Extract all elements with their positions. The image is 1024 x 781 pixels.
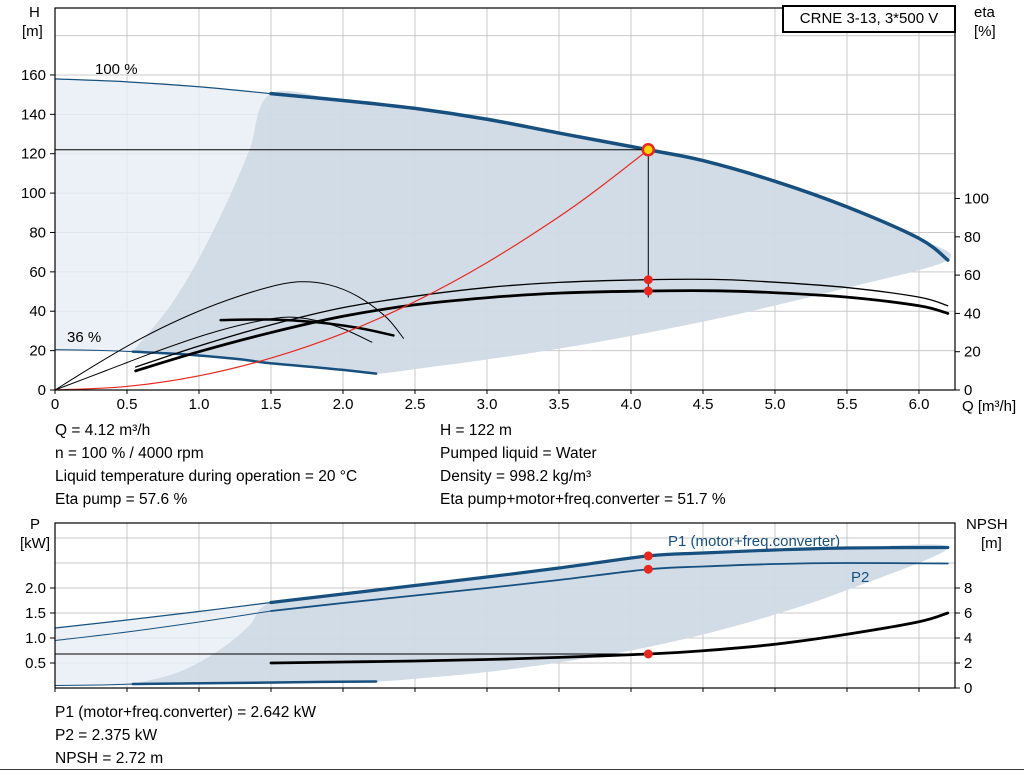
left-tick-label: 80 xyxy=(29,224,46,241)
x-tick-label: 1.5 xyxy=(261,396,282,413)
x-tick-label: 0 xyxy=(51,396,59,413)
p2-dot xyxy=(643,564,653,574)
left-tick-label: 0.5 xyxy=(25,655,46,672)
x-tick-label: 2.5 xyxy=(405,396,426,413)
left-tick-label: 140 xyxy=(21,106,46,123)
right-tick-label: 2 xyxy=(964,655,972,672)
label-p2-curve: P2 xyxy=(851,569,870,586)
axis-title-head-unit: [m] xyxy=(22,23,43,40)
left-tick-label: 0 xyxy=(38,382,46,399)
left-tick-label: 160 xyxy=(21,67,46,84)
p1-motor-freq xyxy=(269,545,950,605)
info-density: Density = 998.2 kg/m³ xyxy=(440,468,592,485)
info-p1: P1 (motor+freq.converter) = 2.642 kW xyxy=(55,704,317,721)
right-tick-label: 0 xyxy=(964,382,972,399)
x-tick-label: 4.0 xyxy=(621,396,642,413)
plot-border xyxy=(54,522,956,689)
x-tick-label: 0.5 xyxy=(117,396,138,413)
axis-title-eta-unit: [%] xyxy=(974,23,996,40)
right-tick-label: 0 xyxy=(964,680,972,697)
x-tick-label: 3.5 xyxy=(549,396,570,413)
info-liquid: Pumped liquid = Water xyxy=(440,445,597,462)
info-eta-pump: Eta pump = 57.6 % xyxy=(55,491,188,508)
eta-reduced-speed-arc-inner xyxy=(54,316,373,391)
p1-dot xyxy=(643,551,653,561)
pump-model-label: CRNE 3-13, 3*500 V xyxy=(799,10,939,27)
right-tick-label: 6 xyxy=(964,605,972,622)
p1-thin xyxy=(54,601,272,629)
eta-along-control-curve xyxy=(219,318,395,337)
footer-divider xyxy=(0,769,1024,770)
right-tick-label: 80 xyxy=(964,229,981,246)
left-tick-label: 2.0 xyxy=(25,580,46,597)
right-tick-label: 4 xyxy=(964,630,972,647)
eta-pump-motor-freq xyxy=(134,289,950,373)
right-tick-label: 8 xyxy=(964,580,972,597)
right-tick-label: 100 xyxy=(964,191,989,208)
x-tick-label: 5.0 xyxy=(765,396,786,413)
label-speed-100: 100 % xyxy=(95,61,138,78)
x-tick-label: 4.5 xyxy=(693,396,714,413)
duty-point xyxy=(641,143,656,157)
axis-title-head: H xyxy=(29,4,40,21)
label-speed-36: 36 % xyxy=(67,329,102,346)
right-tick-label: 60 xyxy=(964,267,981,284)
left-tick-label: 20 xyxy=(29,343,46,360)
x-tick-label: 2.0 xyxy=(333,396,354,413)
duty-info-right: H = 122 m Pumped liquid = Water Density … xyxy=(440,419,726,511)
left-tick-label: 60 xyxy=(29,264,46,281)
eta-total-dot xyxy=(643,286,653,296)
left-tick-label: 40 xyxy=(29,303,46,320)
axis-title-eta: eta xyxy=(974,4,995,21)
eta-pump-dot xyxy=(643,275,653,285)
axis-title-flow: Q [m³/h] xyxy=(962,398,1017,415)
x-tick-label: 1.0 xyxy=(189,396,210,413)
info-liquid-temp: Liquid temperature during operation = 20… xyxy=(55,468,358,485)
npsh-dot xyxy=(643,649,653,659)
right-tick-label: 40 xyxy=(964,305,981,322)
x-tick-label: 3.0 xyxy=(477,396,498,413)
left-tick-label: 100 xyxy=(21,185,46,202)
label-p1-curve: P1 (motor+freq.converter) xyxy=(668,533,841,550)
axis-title-power: P xyxy=(30,516,41,533)
duty-info-left: Q = 4.12 m³/h n = 100 % / 4000 rpm Liqui… xyxy=(55,419,357,511)
power-info: P1 (motor+freq.converter) = 2.642 kW P2 … xyxy=(55,701,316,770)
info-head: H = 122 m xyxy=(440,422,512,439)
info-speed: n = 100 % / 4000 rpm xyxy=(55,445,204,462)
head-36pct-thin xyxy=(54,349,134,353)
right-tick-label: 20 xyxy=(964,344,981,361)
p2-thin xyxy=(54,610,272,641)
axis-title-power-unit: [kW] xyxy=(20,535,50,552)
info-flow: Q = 4.12 m³/h xyxy=(55,422,151,439)
power-region-dark xyxy=(132,544,948,684)
info-eta-total: Eta pump+motor+freq.converter = 51.7 % xyxy=(440,491,726,508)
info-npsh: NPSH = 2.72 m xyxy=(55,750,164,767)
region-continuous-duty xyxy=(132,90,952,374)
head-36pct xyxy=(131,350,378,375)
axis-title-npsh-unit: [m] xyxy=(981,535,1002,552)
left-tick-label: 1.5 xyxy=(25,605,46,622)
p-36pct xyxy=(131,680,378,686)
control-curve-red xyxy=(54,149,649,391)
head-100pct-thin xyxy=(54,78,272,95)
p-36pct-thin xyxy=(54,683,134,686)
left-tick-label: 1.0 xyxy=(25,630,46,647)
info-p2: P2 = 2.375 kW xyxy=(55,727,158,744)
x-tick-label: 5.5 xyxy=(837,396,858,413)
pump-model-box: CRNE 3-13, 3*500 V xyxy=(782,5,956,33)
left-tick-label: 120 xyxy=(21,146,46,163)
x-tick-label: 6.0 xyxy=(909,396,930,413)
eta-pump xyxy=(134,278,949,368)
eta-reduced-speed-arc-outer xyxy=(54,281,404,391)
axis-title-npsh: NPSH xyxy=(966,516,1008,533)
p2 xyxy=(270,562,949,612)
